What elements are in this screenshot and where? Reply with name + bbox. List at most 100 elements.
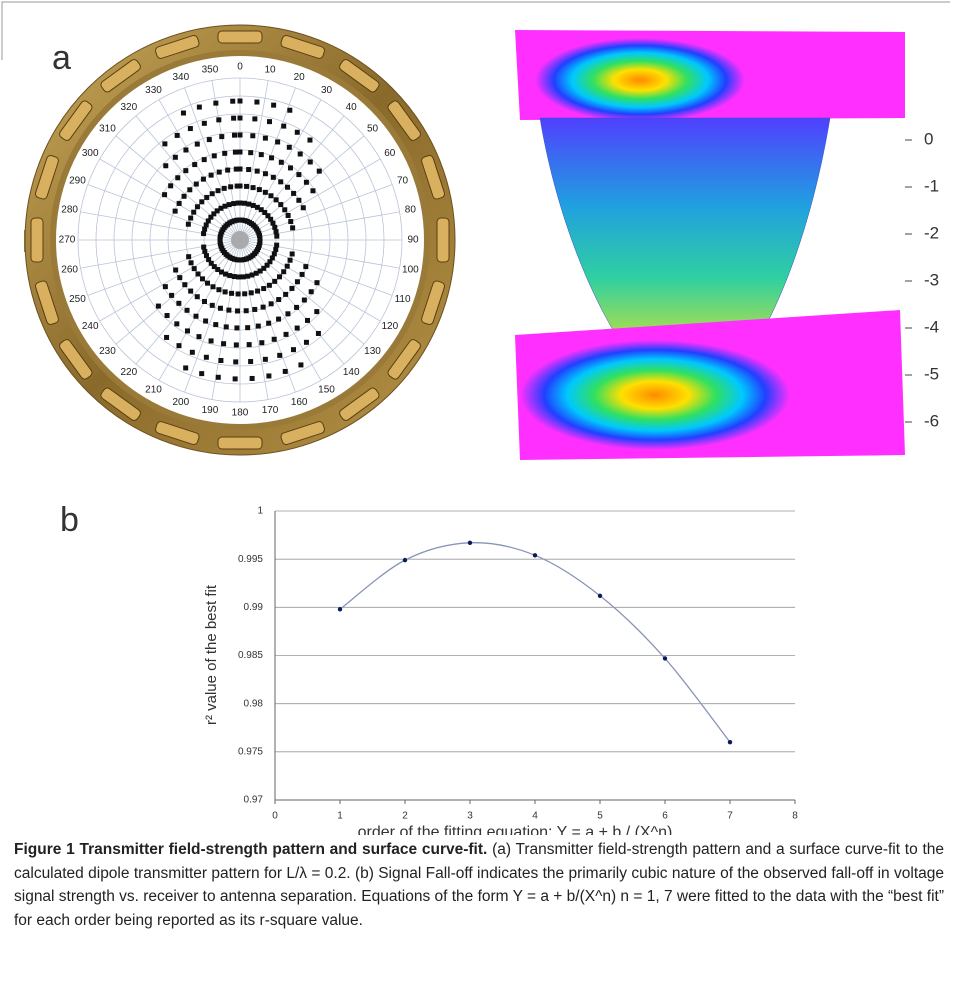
pattern-dot	[262, 356, 268, 362]
caption: Figure 1 Transmitter field-strength patt…	[14, 838, 944, 932]
angle-label: 220	[120, 367, 137, 378]
polar-spoke	[87, 184, 241, 241]
pattern-dot	[273, 247, 279, 253]
pattern-dot	[164, 334, 170, 340]
pattern-dot	[249, 375, 255, 381]
pattern-dot	[276, 297, 282, 303]
x-tick-label: 7	[727, 811, 733, 822]
pattern-dot	[211, 153, 217, 159]
pattern-dot	[209, 302, 215, 308]
ring-slot	[217, 436, 263, 450]
ring-slot	[280, 421, 325, 446]
angle-label: 250	[69, 294, 86, 305]
pattern-dot	[208, 214, 214, 220]
pattern-dot	[289, 251, 295, 257]
pattern-dot	[278, 159, 284, 165]
angle-label: 230	[99, 346, 116, 357]
x-tick-label: 4	[532, 811, 538, 822]
pattern-dot	[285, 184, 291, 190]
frame	[1, 1, 950, 60]
polar-spoke	[239, 184, 393, 241]
angle-label: 240	[82, 321, 99, 332]
pattern-dot	[199, 371, 205, 377]
y-tick-label: 0.98	[244, 698, 264, 709]
caption-text: (a) Transmitter field-strength pattern a…	[14, 841, 944, 929]
angle-label: 160	[291, 397, 308, 408]
data-point	[402, 557, 408, 563]
pattern-dot	[203, 253, 209, 259]
polar-spoke	[239, 239, 400, 269]
pattern-dot	[303, 179, 309, 185]
pattern-dot	[199, 199, 205, 205]
pattern-dot	[301, 297, 307, 303]
pattern-dot	[237, 166, 243, 172]
pattern-dot	[193, 313, 199, 319]
pattern-dot	[254, 168, 260, 174]
pattern-dot	[162, 192, 168, 198]
pattern-dot	[206, 137, 212, 143]
pattern-dot	[248, 290, 254, 296]
pattern-dot	[163, 163, 169, 169]
angle-label: 30	[321, 85, 333, 96]
pattern-dot	[205, 218, 211, 224]
data-point	[727, 740, 733, 745]
pattern-dot	[237, 98, 243, 104]
pattern-dot	[219, 134, 225, 140]
polar-spoke	[239, 99, 322, 241]
pattern-dot	[201, 244, 207, 250]
pattern-dot	[222, 150, 228, 156]
pattern-dot	[269, 255, 275, 261]
top-heat	[535, 38, 745, 122]
y-tick-label: 0.99	[244, 602, 264, 613]
pattern-dot	[208, 338, 214, 344]
pattern-dot	[164, 313, 170, 319]
y-tick-label: 0.985	[238, 650, 263, 661]
fit-line	[339, 542, 731, 743]
pattern-dot	[168, 183, 174, 189]
pattern-dot	[298, 362, 304, 368]
ring-slot	[387, 339, 421, 380]
pattern-dot	[281, 123, 287, 129]
polar-spoke	[158, 239, 241, 381]
pattern-dot	[215, 188, 221, 194]
pattern-dot	[201, 120, 207, 126]
x-axis-label: order of the fitting equation: Y = a + b…	[358, 824, 673, 835]
pattern-dot	[304, 317, 310, 323]
pattern-dot	[213, 322, 219, 328]
pattern-dot	[181, 193, 187, 199]
pattern-dot	[172, 208, 178, 214]
polar-spoke	[115, 239, 241, 345]
pattern-dot	[316, 168, 322, 174]
polar-spoke	[184, 87, 241, 241]
angle-label: 290	[69, 175, 86, 186]
pattern-dot	[187, 126, 193, 132]
x-tick-label: 1	[337, 811, 343, 822]
angle-label: 140	[343, 367, 360, 378]
polar-spoke	[211, 80, 241, 241]
y-tick-label: 0.995	[238, 554, 263, 565]
pattern-dot	[266, 320, 272, 326]
pattern-dot	[314, 280, 320, 286]
polar-plot: 0 10 20 30 40 50 60 70 80 90 100 110 120 130 140 150 160…	[24, 24, 456, 456]
pattern-dot	[214, 208, 220, 214]
pattern-dot	[272, 224, 278, 230]
pattern-dot	[307, 159, 313, 165]
pattern-dot	[218, 357, 224, 363]
polar-spoke	[239, 239, 269, 400]
pattern-dot	[314, 309, 320, 315]
pattern-dot	[294, 325, 300, 331]
bottom-heat	[520, 340, 790, 450]
pattern-dot	[200, 176, 206, 182]
pattern-dot	[202, 226, 208, 232]
pattern-dot	[189, 349, 195, 355]
pattern-dot	[223, 324, 229, 330]
pattern-dot	[195, 271, 201, 277]
pattern-dot	[281, 269, 287, 275]
pattern-dot	[183, 365, 189, 371]
pattern-dot	[174, 132, 180, 138]
angle-label: 270	[59, 235, 76, 246]
pattern-dot	[243, 308, 249, 314]
pattern-dot	[246, 167, 252, 173]
pattern-dot	[201, 231, 207, 237]
angle-label: 50	[367, 123, 379, 134]
